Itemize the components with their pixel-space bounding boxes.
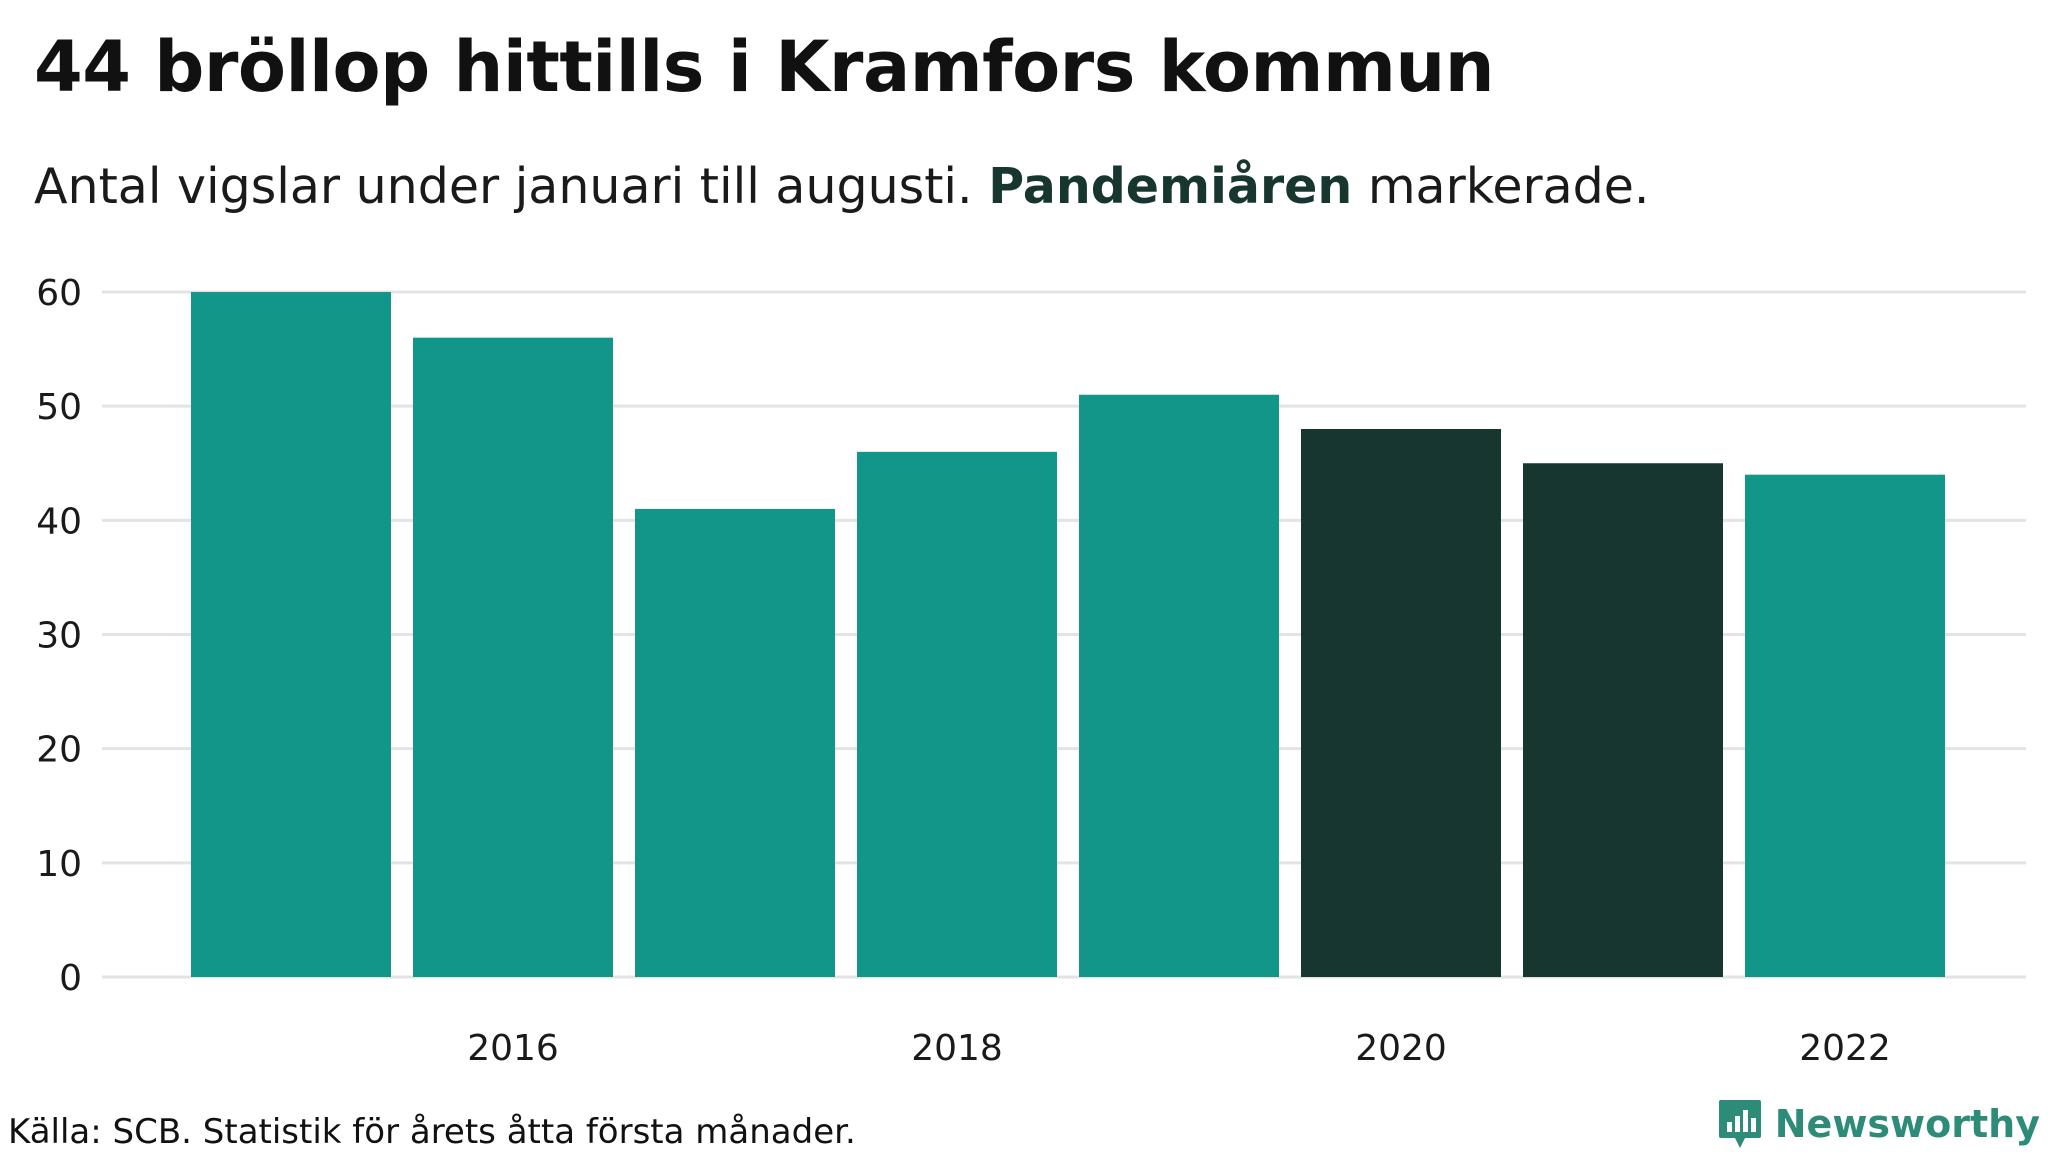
chart-title: 44 bröllop hittills i Kramfors kommun [34,26,1495,108]
y-tick-label-50: 50 [36,387,82,428]
bar-2021 [1523,463,1723,977]
bar-2015 [191,292,391,977]
source-note: Källa: SCB. Statistik för årets åtta för… [8,1112,856,1152]
newsworthy-logo: Newsworthy [1717,1098,2040,1150]
bars [191,292,1945,978]
y-tick-label-0: 0 [59,958,82,999]
bar-2020 [1301,429,1501,977]
subtitle-highlight: Pandemiåren [988,158,1353,215]
bar-2017 [635,508,835,977]
subtitle-text: Antal vigslar under januari till augusti… [34,158,989,215]
y-axis-tick-labels: 0 10 20 30 40 50 60 [36,273,82,999]
x-tick-label-2022: 2022 [1799,1028,1891,1069]
x-tick-label-2018: 2018 [911,1028,1003,1069]
bar-2018 [857,451,1057,977]
newsworthy-icon [1718,1100,1761,1148]
chart-subtitle: Antal vigslar under januari till augusti… [34,152,1650,222]
y-tick-label-10: 10 [36,844,82,885]
x-tick-label-2016: 2016 [467,1028,559,1069]
bar-2016 [413,337,613,978]
y-tick-label-30: 30 [36,616,82,657]
subtitle-text-end: markerade. [1352,158,1650,215]
bar-2019 [1079,394,1279,977]
x-tick-label-2020: 2020 [1355,1028,1447,1069]
y-tick-label-60: 60 [36,273,82,314]
y-tick-label-20: 20 [36,730,82,771]
x-axis-tick-labels: 2016 2018 2020 2022 [467,1028,1891,1069]
brand-name: Newsworthy [1774,1102,2040,1146]
bar-2022 [1745,474,1945,977]
y-tick-label-40: 40 [36,501,82,542]
